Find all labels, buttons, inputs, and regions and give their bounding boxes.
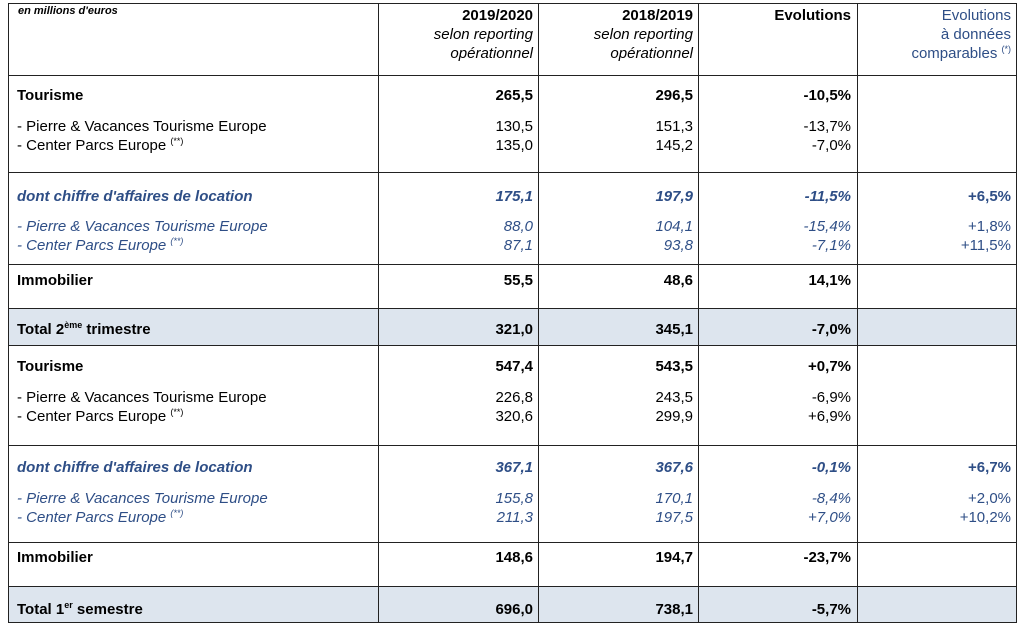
h1-tourisme-label: Tourisme [17, 358, 84, 375]
h1-loc-pv-v2: 170,1 [655, 490, 693, 507]
q2-pv-v2: 151,3 [655, 118, 693, 135]
q2-location-evo: -11,5% [804, 188, 851, 205]
q2-immobilier-label: Immobilier [17, 272, 93, 289]
rule-col2 [538, 3, 539, 623]
rule-q2-immobilier-bottom [8, 308, 1017, 309]
h1-pv-v2: 243,5 [655, 389, 693, 406]
rule-h1-tourisme-bottom [8, 445, 1017, 446]
q2-loc-cp-comp: +11,5% [960, 237, 1011, 254]
h1-pv-label: - Pierre & Vacances Tourisme Europe [17, 389, 267, 406]
h1-tourisme-evo: +0,7% [808, 358, 851, 375]
h1-immobilier-evo: -23,7% [803, 549, 851, 566]
col3-header: Evolutions [774, 7, 851, 24]
rule-col3 [698, 3, 699, 623]
h1-pv-v1: 226,8 [495, 389, 533, 406]
h1-cp-evo: +6,9% [808, 408, 851, 425]
rule-left [8, 3, 9, 623]
col4-footnote-mark: (*) [1001, 44, 1012, 54]
q2-pv-label: - Pierre & Vacances Tourisme Europe [17, 118, 267, 135]
rule-q2-tourisme-bottom [8, 172, 1017, 173]
h1-tourisme-v1: 547,4 [495, 358, 533, 375]
rule-q2-total-bottom [8, 345, 1017, 346]
q2-tourisme-v1: 265,5 [495, 87, 533, 104]
total-q2-band [8, 308, 1017, 345]
q2-tourisme-v2: 296,5 [655, 87, 693, 104]
h1-immobilier-label: Immobilier [17, 549, 93, 566]
h1-loc-cp-note: (**) [170, 508, 184, 518]
col2-header: 2018/2019 selon reporting opérationnel [593, 7, 693, 62]
q2-loc-cp-v1: 87,1 [503, 237, 533, 254]
q2-total-v1: 321,0 [495, 321, 533, 338]
h1-total-evo: -5,7% [811, 601, 851, 618]
q2-loc-cp-note: (**) [170, 236, 184, 246]
q2-loc-cp-label: - Center Parcs Europe (**) [17, 236, 184, 255]
q2-cp-v1: 135,0 [495, 137, 533, 154]
q2-loc-cp-evo: -7,1% [811, 237, 851, 254]
q2-location-v2: 197,9 [655, 188, 693, 205]
h1-loc-pv-evo: -8,4% [811, 490, 851, 507]
revenue-table: en millions d'euros 2019/2020 selon repo… [8, 3, 1017, 623]
unit-label: en millions d'euros [18, 5, 118, 17]
q2-immobilier-v2: 48,6 [663, 272, 693, 289]
rule-q2-location-bottom [8, 264, 1017, 265]
h1-location-evo: -0,1% [811, 459, 851, 476]
q2-total-label: Total 2ème trimestre [17, 320, 151, 339]
q2-immobilier-v1: 55,5 [503, 272, 533, 289]
h1-loc-cp-v1: 211,3 [496, 509, 533, 526]
h1-loc-cp-evo: +7,0% [808, 509, 851, 526]
q2-loc-cp-v2: 93,8 [663, 237, 693, 254]
rule-col1 [378, 3, 379, 623]
rule-right [1016, 3, 1017, 623]
q2-cp-label: - Center Parcs Europe (**) [17, 136, 184, 155]
q2-cp-v2: 145,2 [655, 137, 693, 154]
h1-location-comp: +6,7% [968, 459, 1011, 476]
h1-location-v2: 367,6 [655, 459, 693, 476]
h1-loc-pv-comp: +2,0% [968, 490, 1011, 507]
h1-total-label: Total 1er semestre [17, 600, 143, 619]
q2-loc-pv-v1: 88,0 [503, 218, 533, 235]
q2-total-evo: -7,0% [811, 321, 851, 338]
h1-loc-pv-label: - Pierre & Vacances Tourisme Europe [17, 490, 268, 507]
q2-cp-evo: -7,0% [811, 137, 851, 154]
h1-cp-label: - Center Parcs Europe (**) [17, 407, 184, 426]
q2-loc-pv-label: - Pierre & Vacances Tourisme Europe [17, 218, 268, 235]
h1-loc-cp-comp: +10,2% [959, 509, 1011, 526]
h1-location-v1: 367,1 [495, 459, 533, 476]
rule-bottom [8, 622, 1017, 623]
q2-tourisme-label: Tourisme [17, 87, 84, 104]
h1-immobilier-v1: 148,6 [495, 549, 533, 566]
rule-header-bottom [8, 75, 1017, 76]
q2-tourisme-evo: -10,5% [803, 87, 851, 104]
h1-loc-cp-v2: 197,5 [655, 509, 693, 526]
h1-loc-pv-v1: 155,8 [495, 490, 533, 507]
h1-cp-v2: 299,9 [655, 408, 693, 425]
h1-location-label: dont chiffre d'affaires de location [17, 459, 253, 476]
h1-cp-note: (**) [170, 407, 184, 417]
q2-location-comp: +6,5% [968, 188, 1011, 205]
q2-pv-v1: 130,5 [495, 118, 533, 135]
q2-loc-pv-v2: 104,1 [655, 218, 693, 235]
rule-top [8, 3, 1017, 4]
h1-loc-cp-label: - Center Parcs Europe (**) [17, 508, 184, 527]
rule-h1-immobilier-bottom [8, 586, 1017, 587]
q2-immobilier-evo: 14,1% [808, 272, 851, 289]
h1-tourisme-v2: 543,5 [655, 358, 693, 375]
h1-immobilier-v2: 194,7 [655, 549, 693, 566]
q2-total-v2: 345,1 [655, 321, 693, 338]
q2-location-v1: 175,1 [495, 188, 533, 205]
h1-pv-evo: -6,9% [811, 389, 851, 406]
q2-location-label: dont chiffre d'affaires de location [17, 188, 253, 205]
rule-col4 [857, 3, 858, 623]
rule-h1-location-bottom [8, 542, 1017, 543]
col4-header: Evolutions à données comparables (*) [911, 7, 1012, 62]
h1-total-v1: 696,0 [495, 601, 533, 618]
q2-loc-pv-comp: +1,8% [968, 218, 1011, 235]
q2-loc-pv-evo: -15,4% [803, 218, 851, 235]
total-h1-band [8, 586, 1017, 623]
q2-pv-evo: -13,7% [803, 118, 851, 135]
h1-cp-v1: 320,6 [495, 408, 533, 425]
col1-header: 2019/2020 selon reporting opérationnel [433, 7, 533, 62]
h1-total-v2: 738,1 [655, 601, 693, 618]
q2-cp-note: (**) [170, 136, 184, 146]
